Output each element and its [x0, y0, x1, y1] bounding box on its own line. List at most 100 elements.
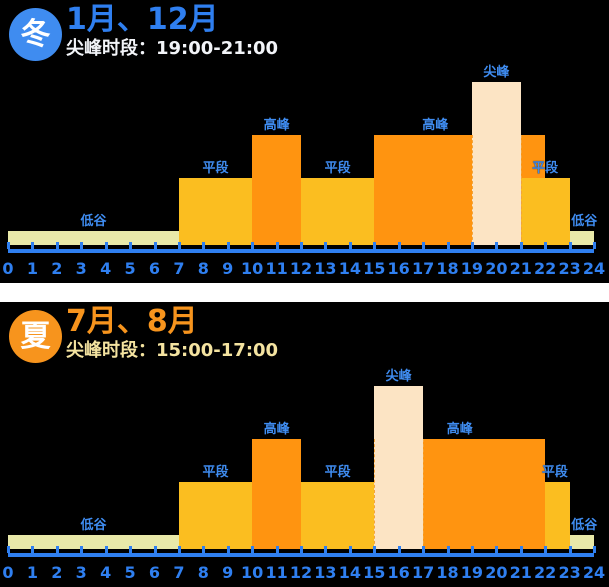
segment-divider [520, 135, 522, 245]
axis-tick-label: 17 [411, 563, 435, 582]
segment-divider [471, 135, 473, 245]
band-label: 平段 [541, 464, 568, 480]
x-axis-winter [0, 242, 609, 253]
axis-tick [397, 546, 401, 553]
price-band-segment [301, 481, 375, 549]
axis-tick-label: 21 [509, 563, 532, 582]
band-label: 高峰 [263, 118, 290, 134]
price-band-segment [545, 481, 570, 549]
axis-tick [55, 546, 59, 553]
sharp-peak-window-summer: 尖峰时段：15:00-17:00 [66, 340, 279, 361]
segment-divider [423, 439, 425, 549]
price-band-segment [301, 177, 375, 245]
band-label: 高峰 [422, 118, 449, 134]
season-title-winter: 1月、12月 [66, 2, 219, 37]
axis-tick [544, 242, 548, 249]
band-label: 平段 [532, 160, 559, 176]
axis-tick [153, 242, 157, 249]
axis-tick-label: 13 [314, 563, 337, 582]
axis-tick-label: 12 [289, 259, 313, 278]
season-title-summer: 7月、8月 [66, 304, 198, 339]
axis-tick [104, 242, 108, 249]
axis-tick-label: 7 [173, 563, 185, 582]
axis-tick [202, 546, 206, 553]
axis-tick [275, 242, 279, 249]
axis-tick-label: 5 [124, 563, 136, 582]
chart-summer: 低谷 平段 高峰 平段 高峰 尖峰 平段 低谷 0 1 2 3 4 5 6 7 8 9 10 11 12 13 14 15 1… [0, 369, 609, 587]
axis-tick-label: 15 [363, 563, 386, 582]
axis-tick-label: 5 [124, 259, 136, 278]
axis-tick [129, 546, 133, 553]
axis-tick [422, 242, 426, 249]
axis-tick [373, 242, 377, 249]
axis-tick [202, 242, 206, 249]
axis-tick [104, 546, 108, 553]
panel-header-winter: 冬 1月、12月 尖峰时段：19:00-21:00 [0, 0, 609, 72]
axis-tick-labels-winter: 0 1 2 3 4 5 6 7 8 9 10 11 12 13 14 15 16 17 18 19 20 21 22 23 24 [0, 253, 609, 279]
price-band-segment [252, 439, 301, 549]
axis-tick-label: 18 [436, 563, 459, 582]
band-label: 平段 [324, 160, 351, 176]
band-label: 尖峰 [385, 369, 412, 385]
band-label: 平段 [202, 464, 229, 480]
axis-tick-label: 19 [460, 259, 484, 278]
axis-tick-label: 11 [265, 259, 288, 278]
axis-tick-label: 1 [26, 563, 38, 582]
axis-tick-label: 2 [51, 259, 63, 278]
axis-tick [544, 546, 548, 553]
axis-tick-label: 8 [197, 563, 209, 582]
axis-tick [177, 242, 181, 249]
axis-tick [251, 242, 255, 249]
axis-tick-label: 2 [51, 563, 63, 582]
axis-tick-label: 4 [100, 259, 112, 278]
band-label: 低谷 [571, 517, 598, 533]
panel-divider [0, 283, 609, 302]
axis-tick [422, 546, 426, 553]
axis-tick-label: 7 [173, 259, 185, 278]
season-panel-winter: 冬 1月、12月 尖峰时段：19:00-21:00 低谷 平段 高峰 平段 高峰 尖峰 平段… [0, 0, 609, 283]
axis-tick-label: 12 [289, 563, 313, 582]
axis-tick [470, 242, 474, 249]
axis-tick [300, 546, 303, 553]
axis-tick [226, 546, 230, 553]
price-band-segment [252, 135, 301, 245]
axis-tick [495, 546, 499, 553]
sharp-peak-window-winter: 尖峰时段：19:00-21:00 [66, 38, 279, 59]
price-band-segment [569, 534, 594, 549]
axis-tick [324, 242, 328, 249]
band-label: 低谷 [571, 213, 598, 229]
price-band-segment [520, 177, 570, 245]
price-band-segment [178, 177, 253, 245]
axis-tick-label: 1 [26, 259, 38, 278]
axis-tick [495, 242, 499, 249]
axis-tick-label: 9 [222, 563, 234, 582]
axis-tick-label: 20 [485, 563, 508, 582]
axis-tick-label: 6 [148, 259, 161, 278]
axis-tick-label: 22 [534, 259, 557, 278]
axis-tick [31, 546, 35, 553]
axis-tick-label: 17 [411, 259, 435, 278]
axis-tick [129, 242, 133, 249]
axis-tick-label: 23 [558, 259, 581, 278]
price-band-segment [569, 230, 594, 245]
price-band-segment [471, 82, 521, 245]
axis-tick [593, 242, 596, 249]
axis-tick [7, 242, 10, 249]
axis-tick-label: 13 [314, 259, 337, 278]
axis-tick-label: 15 [363, 259, 386, 278]
axis-tick [470, 546, 474, 553]
chart-winter: 低谷 平段 高峰 平段 高峰 尖峰 平段 低谷 0 1 2 3 4 5 6 7 8 9 10 11 12 13 14 15 1… [0, 65, 609, 283]
axis-tick-label: 16 [387, 563, 410, 582]
axis-tick-label: 9 [222, 259, 234, 278]
axis-tick-label: 6 [148, 563, 161, 582]
band-label: 低谷 [80, 213, 107, 229]
axis-tick [568, 242, 572, 249]
axis-tick [446, 242, 450, 249]
axis-tick-label: 14 [338, 259, 361, 278]
season-badge-summer: 夏 [9, 310, 62, 363]
segment-divider [374, 439, 376, 549]
plot-area-winter: 低谷 平段 高峰 平段 高峰 尖峰 平段 低谷 [0, 65, 609, 245]
season-badge-winter: 冬 [9, 8, 62, 61]
band-label: 平段 [324, 464, 351, 480]
axis-tick [55, 242, 59, 249]
